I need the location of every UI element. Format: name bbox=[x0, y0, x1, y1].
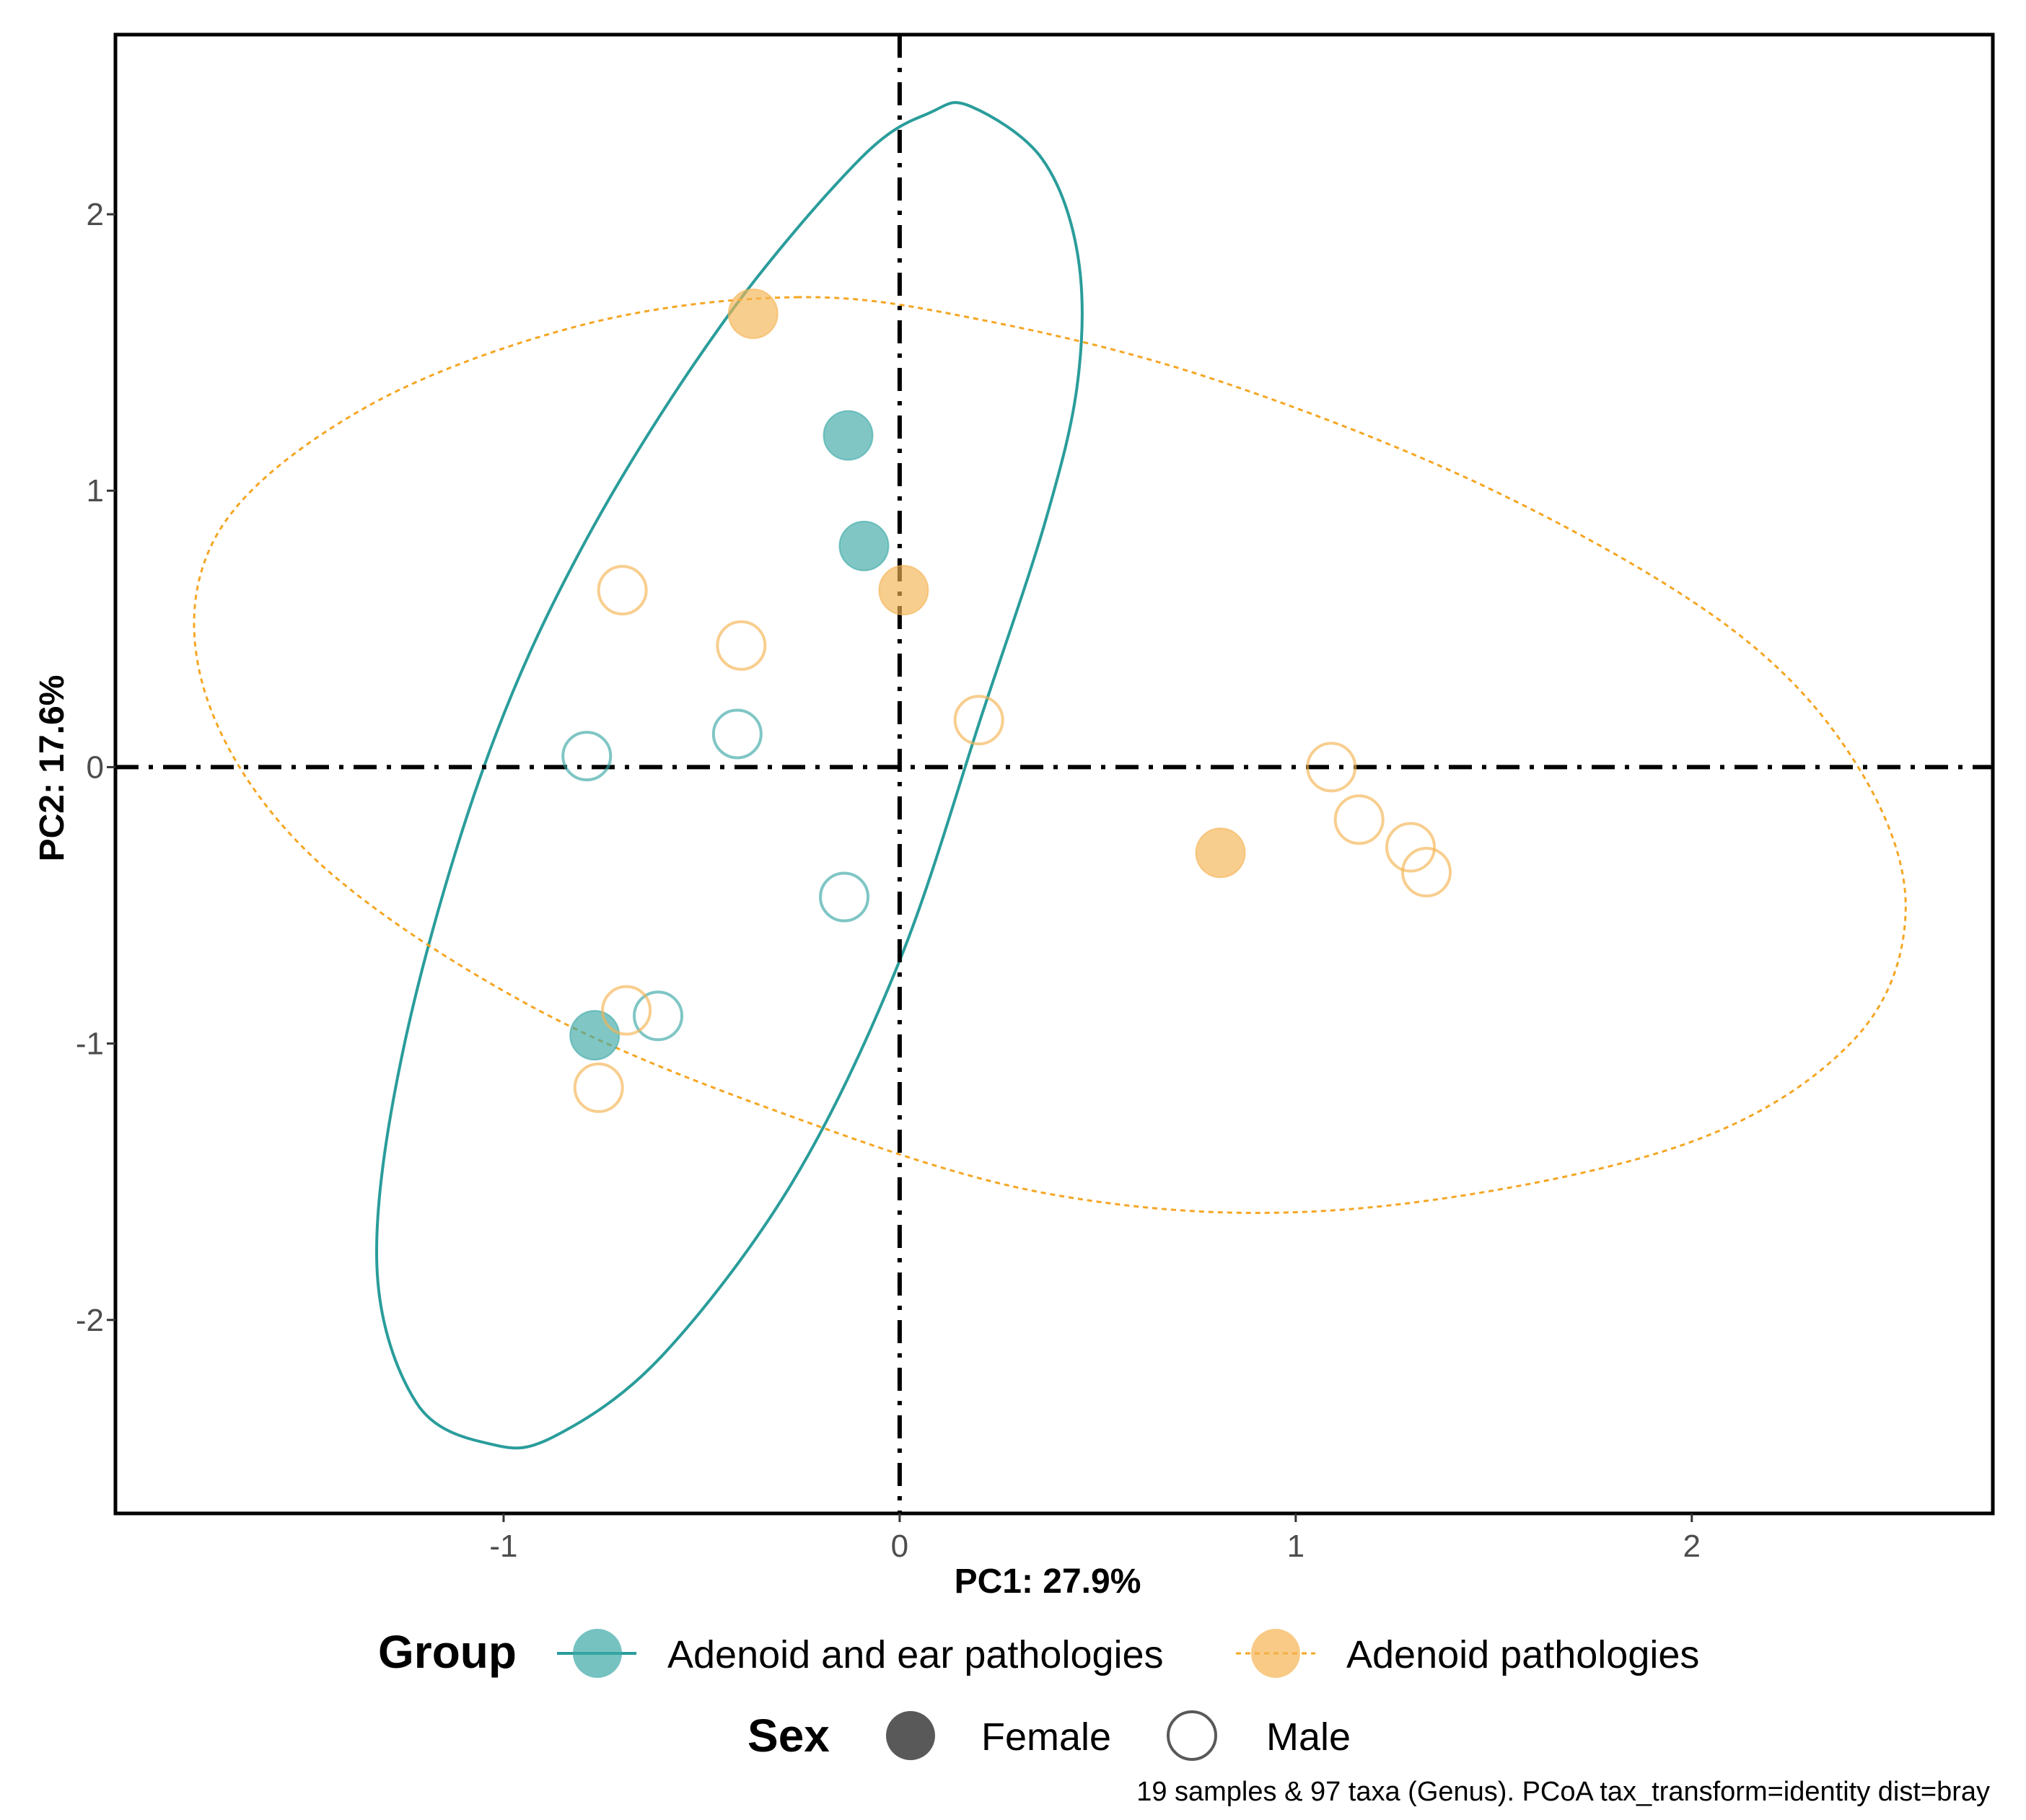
legend-label-female: Female bbox=[981, 1715, 1111, 1759]
point-adenoid-male-9 bbox=[1401, 847, 1452, 898]
x-axis-title: PC1: 27.9% bbox=[955, 1562, 1141, 1601]
legend-label-adenoid: Adenoid pathologies bbox=[1346, 1633, 1699, 1676]
legend-label-male: Male bbox=[1266, 1715, 1351, 1759]
ellipse-adenoid-and-ear bbox=[375, 101, 1084, 1450]
legend-swatch-male bbox=[1167, 1710, 1217, 1761]
point-adenoid-female-1 bbox=[878, 565, 929, 616]
x-tick-label: 0 bbox=[891, 1529, 908, 1564]
point-adenoid-and-ear-female-0 bbox=[823, 410, 874, 461]
x-tick-label: 2 bbox=[1683, 1529, 1701, 1564]
x-tick-label: 1 bbox=[1287, 1529, 1304, 1564]
y-tick-label: -2 bbox=[76, 1303, 104, 1338]
legend-group-title: Group bbox=[378, 1626, 517, 1678]
point-adenoid-and-ear-male-6 bbox=[633, 990, 684, 1042]
legend-swatch-female bbox=[886, 1711, 935, 1760]
point-adenoid-and-ear-female-2 bbox=[569, 1010, 620, 1061]
x-axis-ticks: -1 0 1 2 bbox=[489, 1513, 1701, 1564]
legend-label-ear: Adenoid and ear pathologies bbox=[667, 1633, 1164, 1676]
point-adenoid-male-4 bbox=[716, 620, 767, 671]
plot-panel-border bbox=[113, 32, 1995, 1516]
point-adenoid-male-6 bbox=[1306, 742, 1357, 793]
y-tick-label: 1 bbox=[87, 473, 104, 509]
confidence-ellipses bbox=[193, 101, 1907, 1450]
point-adenoid-male-5 bbox=[953, 695, 1004, 746]
point-adenoid-and-ear-male-4 bbox=[711, 708, 763, 760]
point-adenoid-male-7 bbox=[1333, 794, 1385, 845]
data-points bbox=[561, 289, 1452, 1113]
point-adenoid-and-ear-male-3 bbox=[561, 731, 613, 782]
point-adenoid-and-ear-female-1 bbox=[838, 520, 890, 571]
point-adenoid-male-3 bbox=[597, 565, 648, 616]
point-adenoid-male-10 bbox=[601, 985, 652, 1036]
x-tick-label: -1 bbox=[489, 1529, 517, 1564]
y-axis-title: PC2: 17.6% bbox=[33, 675, 71, 862]
point-adenoid-male-8 bbox=[1385, 822, 1437, 873]
point-adenoid-female-2 bbox=[1195, 827, 1246, 879]
point-adenoid-female-0 bbox=[727, 289, 779, 340]
y-tick-label: 0 bbox=[87, 749, 104, 785]
legend-swatch-ear bbox=[573, 1629, 622, 1678]
y-axis-ticks: -2 -1 0 1 2 bbox=[76, 197, 115, 1338]
chart-caption: 19 samples & 97 taxa (Genus). PCoA tax_t… bbox=[1136, 1777, 1990, 1807]
y-tick-label: -1 bbox=[76, 1027, 104, 1062]
reference-lines bbox=[115, 35, 1993, 1513]
legend-sex-title: Sex bbox=[747, 1710, 830, 1762]
y-tick-label: 2 bbox=[87, 197, 104, 232]
point-adenoid-male-11 bbox=[573, 1062, 624, 1113]
point-adenoid-and-ear-male-5 bbox=[819, 871, 870, 923]
legend-swatch-adenoid bbox=[1251, 1629, 1300, 1678]
ellipse-adenoid bbox=[193, 296, 1907, 1214]
